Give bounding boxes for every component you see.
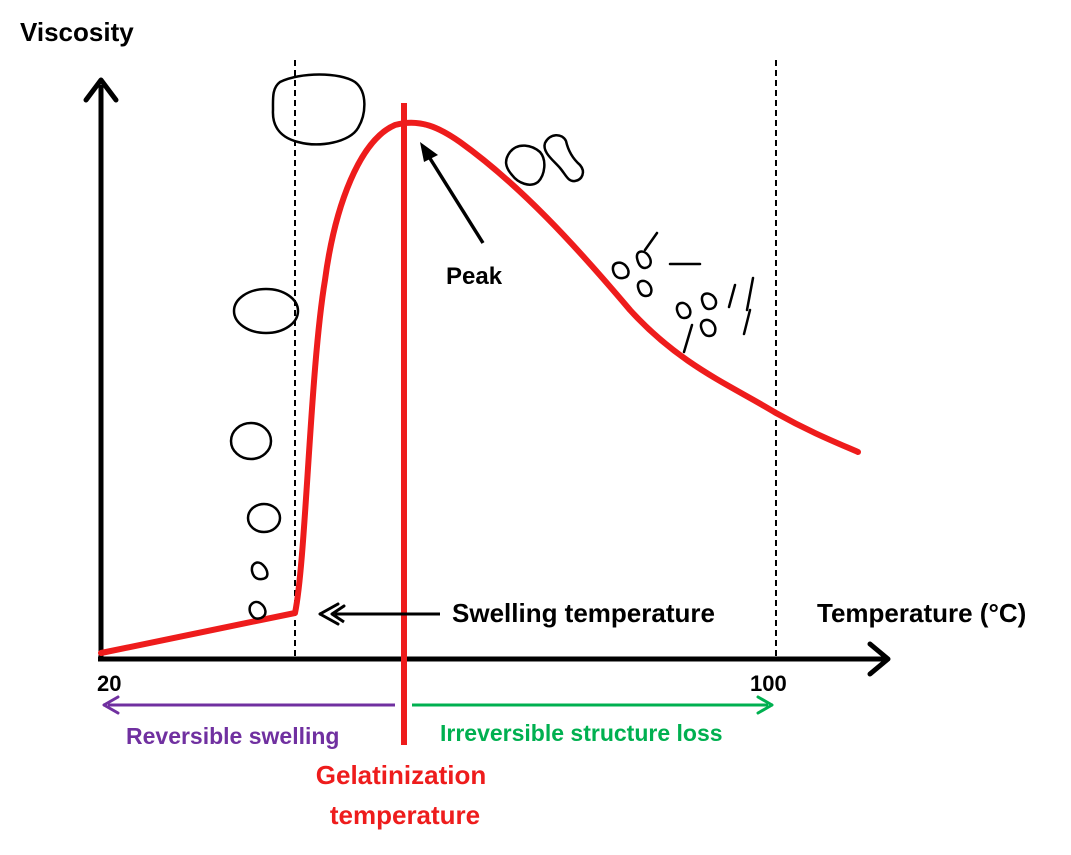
swelling-arrowhead-shape [318, 602, 340, 626]
fragment-line-3 [727, 283, 737, 309]
y-axis-label: Viscosity [20, 17, 134, 47]
x-axis-arrowhead [867, 641, 891, 677]
fragment-piece-3 [636, 279, 653, 298]
x-axis-label: Temperature (°C) [817, 598, 1026, 628]
granule-fragment-2 [543, 134, 585, 183]
granule-fragment-1 [504, 144, 546, 186]
reversible-swelling-arrow [102, 695, 395, 715]
swelling-temperature-label: Swelling temperature [452, 598, 715, 628]
x-tick-100: 100 [750, 671, 787, 696]
x-tick-20: 20 [97, 671, 121, 696]
granule-swollen [271, 73, 366, 146]
peak-arrow [423, 147, 485, 244]
peak-label: Peak [446, 263, 503, 290]
fragment-piece-5 [700, 292, 718, 311]
swelling-arrowhead [330, 604, 346, 624]
fragment-piece-6 [699, 318, 717, 338]
fragment-piece-4 [675, 301, 692, 320]
granule-tiny-2 [250, 561, 269, 581]
gelatinization-label-line1: Gelatinization [316, 760, 486, 790]
irreversible-structure-loss-arrow [412, 695, 774, 715]
fragment-line-6 [682, 323, 694, 354]
granule-small [246, 502, 282, 534]
granule-large [232, 287, 300, 335]
fragment-line-1 [643, 231, 659, 252]
granule-medium [229, 421, 273, 461]
granule-tiny-1 [248, 600, 267, 620]
axes [83, 77, 891, 677]
fragment-line-4 [745, 276, 755, 312]
fragment-piece-2 [635, 250, 652, 270]
starch-granules [229, 73, 755, 620]
reversible-swelling-label: Reversible swelling [126, 723, 339, 749]
peak-arrowhead [420, 142, 438, 162]
fragment-piece-1 [611, 261, 630, 280]
gelatinization-label-line2: temperature [330, 800, 480, 830]
fragment-line-5 [742, 308, 752, 336]
y-axis-arrowhead [83, 77, 119, 103]
irreversible-structure-loss-label: Irreversible structure loss [440, 720, 723, 746]
viscosity-curve [98, 119, 861, 656]
